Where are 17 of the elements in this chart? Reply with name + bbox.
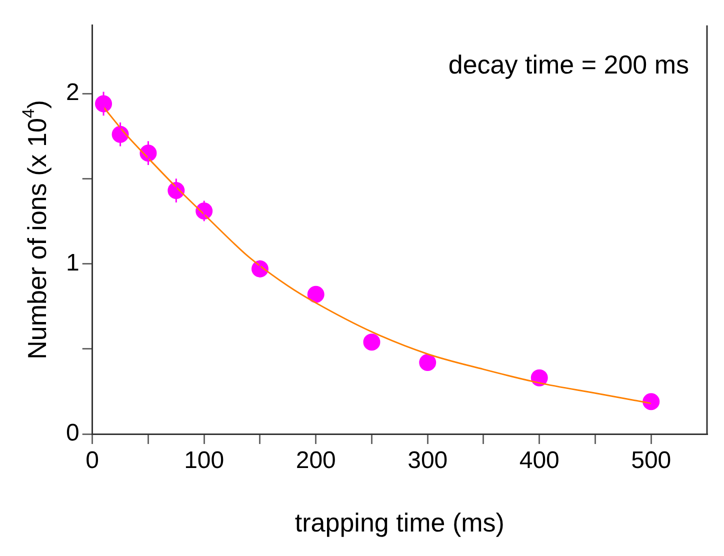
x-tick-label: 100	[184, 447, 224, 474]
y-tick-label: 0	[66, 420, 80, 447]
y-tick-label: 1	[66, 249, 80, 276]
point	[530, 369, 548, 386]
x-axis-title: trapping time (ms)	[294, 508, 504, 538]
y-axis-title: Number of ions (x 104)	[19, 100, 52, 360]
point	[642, 393, 660, 410]
point	[363, 334, 380, 351]
point	[307, 286, 324, 303]
x-tick-label: 300	[408, 447, 448, 474]
x-tick-label: 200	[296, 447, 336, 474]
x-tick-label: 400	[519, 447, 560, 474]
point	[419, 354, 436, 371]
x-tick-label: 500	[631, 447, 672, 474]
annotation: decay time = 200 ms	[448, 50, 689, 80]
x-tick-label: 0	[86, 447, 100, 474]
y-tick-label: 2	[66, 79, 80, 106]
